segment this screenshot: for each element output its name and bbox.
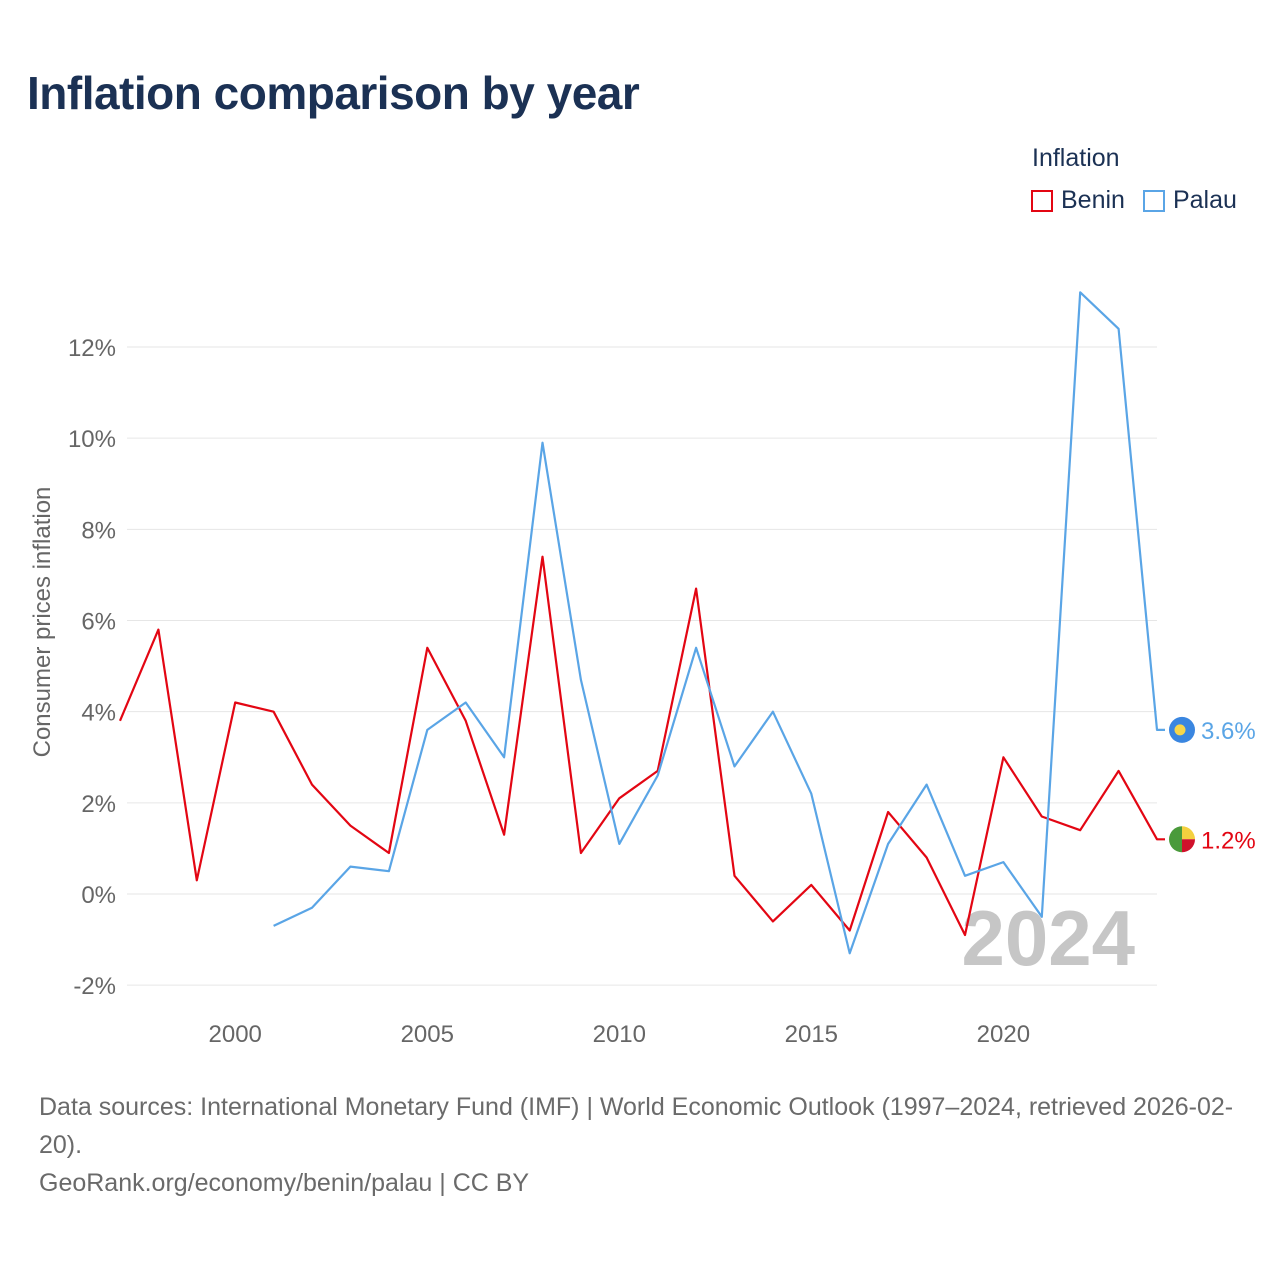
legend-label-palau: Palau bbox=[1172, 186, 1237, 214]
legend-title: Inflation bbox=[1032, 144, 1120, 172]
y-tick-label: 4% bbox=[81, 700, 116, 727]
y-tick-label: 12% bbox=[68, 335, 116, 362]
x-tick-label: 2020 bbox=[977, 1021, 1030, 1048]
legend-label-benin: Benin bbox=[1061, 186, 1125, 214]
series-line-benin bbox=[118, 555, 1165, 937]
x-tick-label: 2005 bbox=[401, 1021, 454, 1048]
year-watermark: 2024 bbox=[961, 894, 1135, 982]
legend-swatch-benin bbox=[1031, 189, 1053, 212]
series-line-palau bbox=[273, 291, 1165, 955]
end-label-benin: 1.2% bbox=[1201, 827, 1256, 854]
x-tick-label: 2015 bbox=[785, 1021, 838, 1048]
y-tick-label: 2% bbox=[81, 791, 116, 818]
y-tick-label: 6% bbox=[81, 609, 116, 636]
legend-swatch-palau bbox=[1142, 189, 1165, 212]
benin-flag-yellow bbox=[1182, 826, 1195, 840]
chart-title: Inflation comparison by year bbox=[27, 67, 640, 119]
credit-line: GeoRank.org/economy/benin/palau | CC BY bbox=[39, 1169, 530, 1197]
x-tick-label: 2010 bbox=[593, 1021, 646, 1048]
legend: Benin Palau bbox=[1031, 186, 1255, 215]
x-tick-label: 2000 bbox=[209, 1021, 262, 1048]
y-tick-label: 0% bbox=[81, 882, 116, 909]
y-tick-label: 8% bbox=[81, 517, 116, 544]
data-sources: Data sources: International Monetary Fun… bbox=[39, 1093, 1234, 1159]
footer: Data sources: International Monetary Fun… bbox=[39, 1088, 1249, 1202]
benin-flag-red bbox=[1182, 839, 1195, 853]
palau-flag-moon bbox=[1174, 724, 1186, 736]
end-label-palau: 3.6% bbox=[1201, 718, 1256, 745]
benin-flag-icon bbox=[1169, 826, 1182, 853]
legend-item-palau[interactable]: Palau bbox=[1142, 186, 1237, 215]
y-tick-label: 10% bbox=[68, 426, 116, 453]
legend-item-benin[interactable]: Benin bbox=[1031, 186, 1125, 215]
y-axis-title: Consumer prices inflation bbox=[29, 487, 56, 758]
line-chart: -2% 0% 2% 4% 6% 8% 10% 12% 2000 2005 2010 2015 2020 C… bbox=[29, 291, 1256, 1048]
y-tick-label: -2% bbox=[73, 973, 116, 1000]
